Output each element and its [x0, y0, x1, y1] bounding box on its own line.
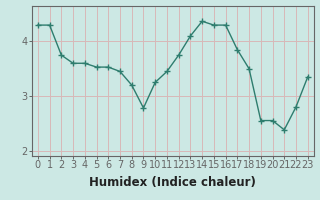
X-axis label: Humidex (Indice chaleur): Humidex (Indice chaleur) — [89, 176, 256, 189]
